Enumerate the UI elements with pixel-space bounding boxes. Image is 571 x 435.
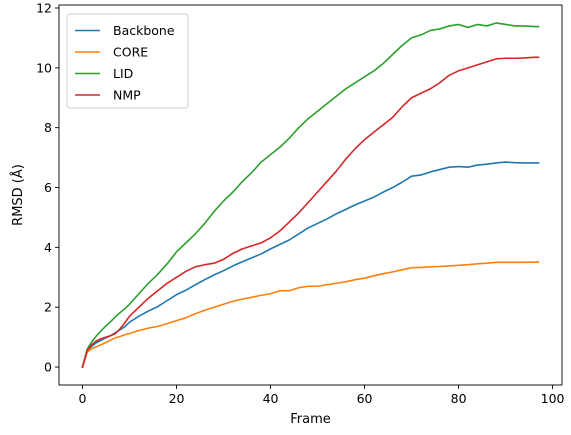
plot-area-frame xyxy=(58,4,563,386)
legend-label-backbone: Backbone xyxy=(113,23,175,38)
x-tick-label: 80 xyxy=(451,391,467,406)
y-tick-label: 8 xyxy=(44,120,52,135)
y-axis-ticks: 0 2 4 6 8 10 12 xyxy=(36,0,59,375)
series-line-nmp xyxy=(81,56,540,369)
y-tick-label: 10 xyxy=(36,60,52,75)
x-axis-label: Frame xyxy=(290,412,331,427)
x-tick-label: 20 xyxy=(169,391,185,406)
legend-label-core: CORE xyxy=(113,45,148,60)
y-tick-label: 6 xyxy=(44,180,52,195)
y-tick-label: 4 xyxy=(44,240,52,255)
series-line-core xyxy=(81,261,540,369)
y-axis-label: RMSD (Å) xyxy=(10,164,26,226)
x-tick-label: 100 xyxy=(541,391,565,406)
plot-lines xyxy=(81,22,540,369)
x-tick-label: 40 xyxy=(263,391,279,406)
legend-box xyxy=(66,13,189,109)
legend: Backbone CORE LID NMP xyxy=(66,13,189,109)
legend-label-nmp: NMP xyxy=(113,88,141,103)
x-tick-label: 60 xyxy=(357,391,373,406)
x-tick-label: 0 xyxy=(79,391,87,406)
series-line-lid xyxy=(81,22,540,369)
y-tick-label: 12 xyxy=(36,0,52,15)
series-line-backbone xyxy=(81,161,540,369)
y-tick-label: 0 xyxy=(44,360,52,375)
y-tick-label: 2 xyxy=(44,300,52,315)
legend-label-lid: LID xyxy=(113,66,133,81)
x-axis-ticks: 0 20 40 60 80 100 xyxy=(79,385,565,406)
